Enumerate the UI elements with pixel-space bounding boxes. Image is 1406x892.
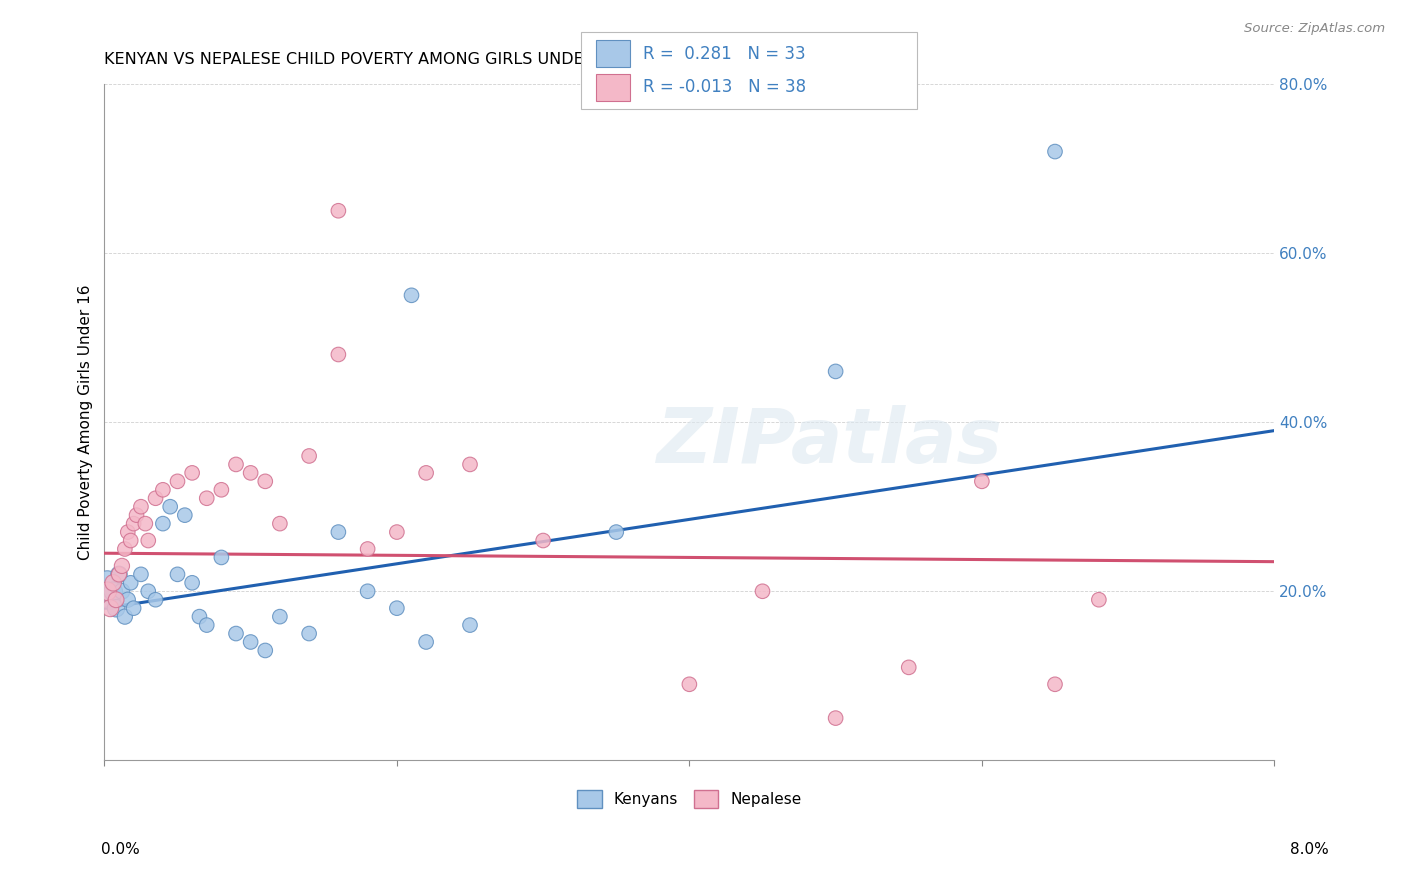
Text: Source: ZipAtlas.com: Source: ZipAtlas.com — [1244, 22, 1385, 36]
Point — [225, 626, 247, 640]
Point — [181, 575, 204, 590]
Point — [101, 584, 124, 599]
Point — [1043, 677, 1066, 691]
Point — [166, 475, 188, 489]
Point — [117, 524, 139, 539]
Point — [117, 592, 139, 607]
Point — [254, 643, 277, 657]
Point — [152, 516, 174, 531]
Text: ZIPatlas: ZIPatlas — [657, 406, 1002, 479]
Point — [356, 541, 378, 556]
Point — [209, 550, 232, 565]
Point — [1088, 592, 1111, 607]
Point — [415, 635, 437, 649]
Point — [824, 711, 846, 725]
Point — [122, 516, 145, 531]
Point — [152, 483, 174, 497]
Point — [751, 584, 773, 599]
Point — [111, 584, 134, 599]
Text: KENYAN VS NEPALESE CHILD POVERTY AMONG GIRLS UNDER 16 CORRELATION CHART: KENYAN VS NEPALESE CHILD POVERTY AMONG G… — [104, 53, 800, 68]
Point — [1043, 145, 1066, 159]
Point — [98, 601, 121, 615]
Point — [678, 677, 700, 691]
Point — [328, 524, 350, 539]
Point — [605, 524, 627, 539]
Point — [415, 466, 437, 480]
Point — [122, 601, 145, 615]
Point — [173, 508, 195, 523]
Point — [239, 466, 262, 480]
Point — [105, 592, 128, 607]
Text: R = -0.013   N = 38: R = -0.013 N = 38 — [643, 78, 806, 96]
Point — [298, 626, 321, 640]
Point — [328, 203, 350, 218]
Point — [195, 618, 218, 632]
Point — [458, 618, 481, 632]
Point — [356, 584, 378, 599]
Point — [96, 575, 118, 590]
Point — [458, 458, 481, 472]
Point — [531, 533, 554, 548]
Y-axis label: Child Poverty Among Girls Under 16: Child Poverty Among Girls Under 16 — [79, 285, 93, 560]
Point — [298, 449, 321, 463]
Point — [120, 533, 142, 548]
Point — [401, 288, 423, 302]
Point — [188, 609, 211, 624]
Point — [239, 635, 262, 649]
Point — [108, 567, 131, 582]
Point — [96, 584, 118, 599]
Legend: Kenyans, Nepalese: Kenyans, Nepalese — [571, 784, 807, 814]
Text: R =  0.281   N = 33: R = 0.281 N = 33 — [643, 45, 806, 62]
Point — [120, 575, 142, 590]
Point — [195, 491, 218, 506]
Point — [269, 516, 291, 531]
Point — [111, 558, 134, 573]
Point — [145, 592, 167, 607]
Point — [166, 567, 188, 582]
Point — [134, 516, 156, 531]
Point — [824, 364, 846, 378]
Point — [136, 584, 159, 599]
Point — [897, 660, 920, 674]
Point — [98, 592, 121, 607]
Point — [225, 458, 247, 472]
Point — [129, 500, 152, 514]
Point — [101, 575, 124, 590]
Point — [105, 601, 128, 615]
Point — [328, 347, 350, 361]
Point — [114, 609, 136, 624]
Text: 0.0%: 0.0% — [101, 842, 141, 856]
Point — [269, 609, 291, 624]
Point — [385, 524, 408, 539]
Point — [108, 567, 131, 582]
Point — [145, 491, 167, 506]
Point — [254, 475, 277, 489]
Point — [114, 541, 136, 556]
Point — [385, 601, 408, 615]
Point — [125, 508, 148, 523]
Point — [181, 466, 204, 480]
Point — [209, 483, 232, 497]
Point — [159, 500, 181, 514]
Point — [970, 475, 993, 489]
Point — [129, 567, 152, 582]
Text: 8.0%: 8.0% — [1289, 842, 1329, 856]
Point — [136, 533, 159, 548]
